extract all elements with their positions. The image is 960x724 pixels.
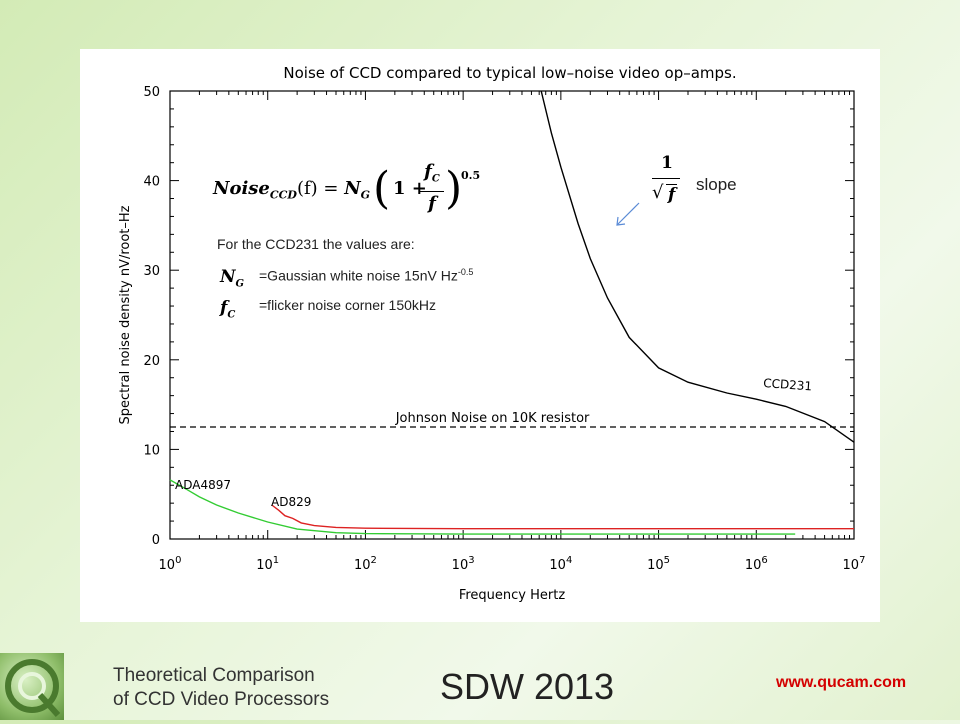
sqrt-sign: √ (652, 182, 664, 203)
y-axis: 0 10 20 30 40 50 (143, 85, 854, 548)
chart-title: Noise of CCD compared to typical low–noi… (283, 64, 736, 82)
ccd231-curve-label: CCD231 (763, 376, 813, 393)
x-tick-label: 100 (159, 555, 182, 573)
slope-fraction-denominator: f (666, 184, 678, 205)
ng-symbol: NG (220, 267, 244, 289)
footer-subtitle: Theoretical Comparison of CCD Video Proc… (113, 665, 330, 710)
fc-symbol-main: f (220, 298, 228, 318)
formula-lhs-argument: (f) = (296, 178, 345, 199)
y-tick-label: 0 (152, 533, 160, 548)
ad829-curve-label: AD829 (271, 495, 311, 509)
x-tick-label: 104 (549, 555, 572, 573)
formula-lhs-subscript: CCD (269, 188, 297, 202)
y-axis-label: Spectral noise density nV/root–Hz (118, 205, 133, 424)
x-tick-label: 107 (843, 555, 866, 573)
fc-description: =flicker noise corner 150kHz (259, 297, 437, 313)
series-ccd231-line (540, 90, 855, 443)
x-axis: 100 101 102 103 104 105 106 107 (159, 91, 866, 573)
values-heading: For the CCD231 the values are: (217, 236, 415, 252)
x-tick-label: 101 (256, 555, 279, 573)
x-tick-label: 105 (647, 555, 670, 573)
series-ada4897-line (169, 479, 796, 535)
fc-symbol-subscript: C (227, 309, 236, 321)
y-tick-label: 10 (143, 443, 160, 458)
x-tick-label: 103 (452, 555, 475, 573)
qucam-logo-icon (0, 653, 64, 720)
ng-symbol-subscript: G (235, 278, 245, 290)
x-tick-label: 106 (745, 555, 768, 573)
noise-chart: Noise of CCD compared to typical low–noi… (118, 64, 866, 603)
formula-fc-subscript: C (431, 173, 440, 185)
ada4897-curve-label: ADA4897 (175, 478, 231, 492)
formula-ng: N (344, 178, 361, 199)
x-tick-label: 102 (354, 555, 377, 573)
formula-fc: f (424, 161, 432, 182)
y-tick-label: 30 (143, 264, 160, 279)
johnson-noise-label: Johnson Noise on 10K resistor (395, 411, 590, 426)
slope-label: slope (696, 175, 737, 194)
slope-fraction-bar (652, 178, 680, 179)
slope-fraction-numerator: 1 (661, 153, 673, 173)
x-axis-label: Frequency Hertz (459, 588, 566, 603)
ng-text: =Gaussian white noise 15nV Hz (259, 267, 458, 284)
series-lines (169, 90, 855, 535)
formula-lhs: Noise (213, 178, 270, 199)
chart-panel: Noise of CCD compared to typical low–noi… (80, 49, 880, 622)
slope-pointer-arrow (616, 202, 640, 226)
footer-url-link[interactable]: www.qucam.com (776, 674, 907, 691)
formula-close-paren: ) (445, 163, 463, 214)
footer-event-title: SDW 2013 (440, 666, 615, 707)
ng-exponent: -0.5 (457, 267, 474, 277)
plot-frame (169, 90, 855, 540)
formula-fraction: fC f (420, 161, 444, 216)
fc-symbol: fC (220, 298, 235, 320)
formula-one-plus: 1 + (393, 178, 427, 199)
slope-note: 1 √ f slope (650, 147, 820, 217)
y-tick-label: 50 (143, 85, 160, 100)
formula-exponent: 0.5 (461, 169, 481, 182)
y-tick-label: 40 (143, 175, 160, 190)
slope-pointer-arrowhead (616, 216, 626, 226)
slide-footer: Theoretical Comparison of CCD Video Proc… (0, 650, 960, 720)
ng-description: =Gaussian white noise 15nV Hz-0.5 (259, 267, 473, 284)
formula-denominator: f (428, 192, 436, 214)
formula-ng-subscript: G (360, 188, 371, 202)
y-tick-label: 20 (143, 354, 160, 369)
ng-symbol-main: N (220, 267, 236, 287)
formula-open-paren: ( (373, 163, 391, 214)
series-ad829-line (271, 504, 854, 530)
